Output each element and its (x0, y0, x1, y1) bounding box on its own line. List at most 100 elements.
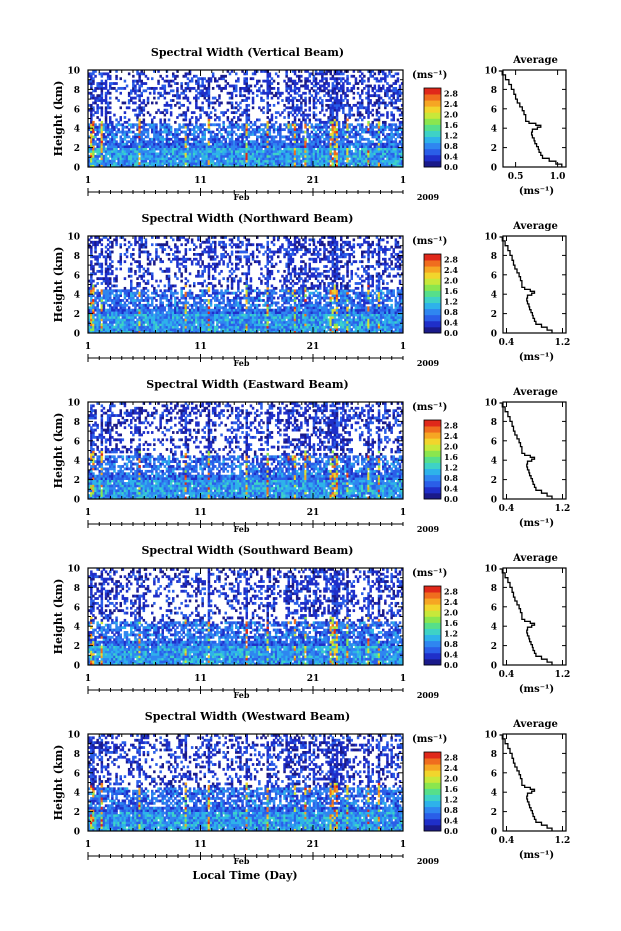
heatmap-cell (388, 162, 391, 165)
heatmap-cell (148, 262, 152, 266)
heatmap-cell (104, 84, 108, 88)
heatmap-cell (104, 294, 108, 298)
heatmap-cell (142, 137, 146, 141)
heatmap-cell (367, 140, 370, 144)
heatmap-cell (373, 130, 377, 134)
heatmap-cell (161, 294, 164, 298)
heatmap-cell (272, 164, 276, 168)
heatmap-cell (125, 130, 129, 134)
heatmap-cell (394, 133, 398, 136)
heatmap-cell (94, 159, 97, 163)
heatmap-cell (136, 159, 139, 163)
heatmap-cell (109, 137, 112, 141)
heatmap-cell (90, 82, 93, 85)
heatmap-cell (312, 103, 316, 107)
heatmap-cell (144, 313, 148, 317)
heatmap-cell (224, 140, 227, 144)
heatmap-cell (178, 328, 181, 331)
heatmap-cell (186, 330, 190, 334)
heatmap-cell (140, 94, 143, 98)
heatmap-cell (293, 159, 297, 163)
heatmap-cell (92, 255, 95, 259)
heatmap-cell (218, 101, 221, 105)
heatmap-cell (167, 282, 171, 285)
heatmap-cell (109, 313, 112, 317)
heatmap-cell (310, 86, 314, 90)
heatmap-cell (333, 162, 337, 165)
heatmap-cell (394, 137, 398, 141)
heatmap-cell (188, 294, 192, 298)
heatmap-cell (98, 269, 101, 273)
heatmap-cell (148, 316, 152, 319)
heatmap-cell (325, 130, 328, 134)
heatmap-cell (111, 125, 114, 129)
heatmap-cell (184, 145, 188, 148)
heatmap-cell (146, 311, 150, 314)
heatmap-cell (388, 125, 391, 129)
colorbar-tick-label: 0.0 (444, 162, 458, 172)
heatmap-cell (98, 72, 101, 76)
heatmap-cell (115, 277, 118, 281)
heatmap-cell (134, 159, 137, 163)
heatmap-cell (346, 77, 349, 81)
heatmap-cell (197, 154, 200, 158)
heatmap-cell (253, 147, 257, 151)
heatmap-cell (222, 147, 225, 151)
heatmap-cell (392, 140, 395, 144)
heatmap-cell (346, 154, 349, 158)
heatmap-cell (119, 137, 122, 141)
heatmap-cell (161, 301, 164, 305)
heatmap-cell (333, 130, 337, 134)
heatmap-cell (182, 164, 185, 168)
heatmap-cell (270, 154, 274, 158)
heatmap-cell (104, 72, 108, 76)
heatmap-cell (100, 262, 104, 266)
heatmap-cell (281, 159, 284, 163)
heatmap-cell (104, 123, 108, 127)
heatmap-cell (155, 128, 158, 132)
heatmap-cell (142, 162, 146, 165)
heatmap-cell (117, 318, 120, 322)
heatmap-cell (102, 135, 106, 139)
heatmap-cell (100, 125, 104, 129)
heatmap-cell (342, 162, 345, 165)
heatmap-cell (272, 128, 276, 132)
heatmap-cell (205, 152, 209, 156)
heatmap-cell (375, 111, 379, 115)
heatmap-cell (184, 330, 188, 334)
heatmap-cell (182, 236, 185, 239)
heatmap-cell (352, 103, 356, 107)
heatmap-cell (104, 116, 108, 119)
heatmap-cell (102, 255, 106, 259)
heatmap-cell (193, 320, 196, 324)
heatmap-cell (109, 128, 112, 132)
heatmap-cell (195, 328, 198, 331)
heatmap-cell (109, 267, 112, 271)
heatmap-cell (325, 86, 328, 90)
heatmap-cell (264, 123, 267, 127)
heatmap-cell (211, 154, 215, 158)
heatmap-cell (333, 86, 337, 90)
heatmap-cell (358, 157, 362, 161)
heatmap-cell (333, 79, 337, 83)
heatmap-cell (163, 79, 167, 83)
heatmap-cell (165, 159, 169, 163)
heatmap-cell (178, 262, 181, 266)
heatmap-cell (165, 142, 169, 146)
heatmap-cell (333, 159, 337, 163)
heatmap-cell (167, 125, 171, 129)
heatmap-cell (230, 94, 234, 98)
heatmap-cell (346, 130, 349, 134)
heatmap-cell (287, 84, 290, 88)
heatmap-cell (384, 120, 387, 124)
heatmap-cell (130, 145, 133, 148)
heatmap-cell (277, 140, 280, 144)
heatmap-cell (205, 147, 209, 151)
heatmap-cell (268, 125, 272, 129)
heatmap-cell (274, 91, 278, 95)
heatmap-cell (174, 325, 177, 329)
heatmap-cell (310, 140, 314, 144)
heatmap-cell (268, 84, 272, 88)
heatmap-cell (394, 123, 398, 127)
heatmap-cell (260, 164, 263, 168)
